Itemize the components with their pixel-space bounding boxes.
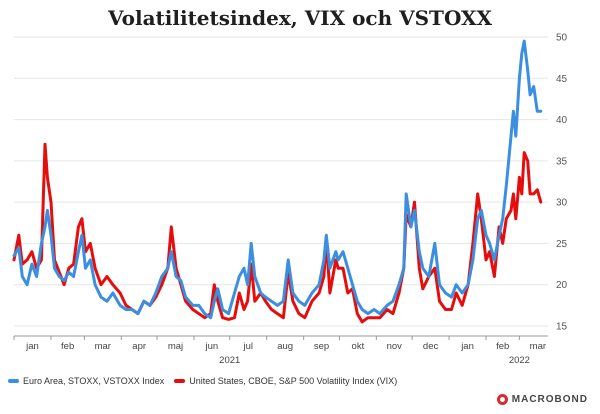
y-tick-label: 30 [556,198,568,209]
y-tick-label: 40 [556,115,568,126]
x-tick-label: jul [242,341,253,352]
x-tick-label: maj [168,341,183,352]
y-tick-label: 45 [556,74,568,85]
x-tick-label: dec [423,341,439,352]
y-axis: 15 20 25 30 35 40 45 50 [556,33,568,333]
series-line-vstoxx [12,39,543,320]
plot-area [12,39,543,324]
x-tick-label: jun [205,341,219,352]
grid-lines [14,36,548,327]
x-tick-label: aug [277,341,293,352]
y-tick-label: 25 [556,239,568,250]
y-tick-label: 20 [556,280,568,291]
legend-item-vstoxx: Euro Area, STOXX, VSTOXX Index [8,376,164,386]
x-tick-label: apr [132,341,146,352]
legend-item-vix: United States, CBOE, S&P 500 Volatility … [174,376,397,386]
x-tick-label: okt [352,341,365,352]
x-year-label: 2022 [509,355,530,366]
macrobond-logo-icon [496,394,508,405]
legend-swatch-vstoxx [8,379,19,383]
x-tick-label: feb [496,341,509,352]
series-line-vix [12,142,543,324]
x-tick-label: jan [460,341,474,352]
legend-swatch-vix [174,379,186,383]
y-tick-label: 15 [556,322,568,333]
x-tick-label: mar [95,341,111,352]
legend-label-vstoxx: Euro Area, STOXX, VSTOXX Index [23,376,165,386]
legend: Euro Area, STOXX, VSTOXX Index United St… [8,376,397,386]
brand-logo: MACROBOND [496,394,588,405]
y-tick-label: 50 [556,33,568,44]
legend-label-vix: United States, CBOE, S&P 500 Volatility … [189,376,398,386]
brand-name: MACROBOND [511,394,588,405]
x-year-label: 2021 [219,355,240,366]
chart-title: Volatilitetsindex, VIX och VSTOXX [107,6,493,30]
chart-svg: 15 20 25 30 35 40 45 50 jan feb mar apr maj jun jul au… [12,33,568,366]
x-tick-label: mar [530,341,546,352]
y-tick-label: 35 [556,156,568,167]
x-axis: jan feb mar apr maj jun jul aug sep okt nov dec jan f… [13,335,548,366]
x-tick-label: sep [314,341,329,352]
x-tick-label: nov [387,341,403,352]
x-tick-label: feb [61,341,74,352]
x-tick-label: jan [25,341,39,352]
